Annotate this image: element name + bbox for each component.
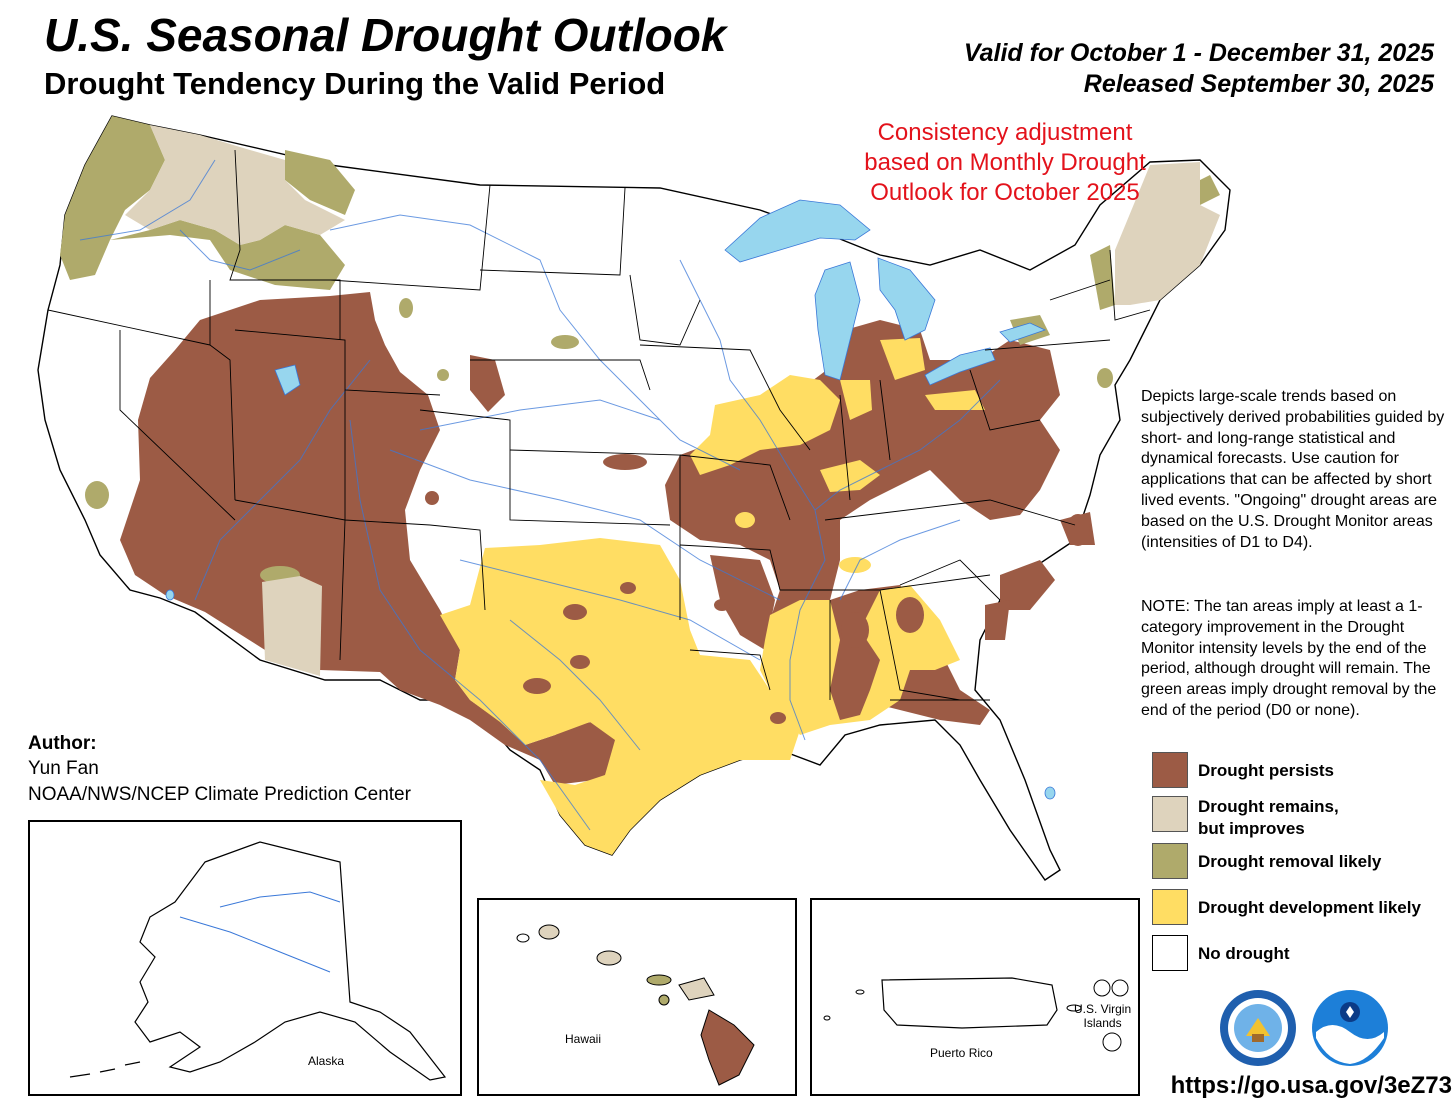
alaska-label: Alaska xyxy=(308,1054,345,1068)
legend-label-removal: Drought removal likely xyxy=(1198,852,1382,871)
legend-label-development: Drought development likely xyxy=(1198,898,1421,917)
alaska-inset: Alaska xyxy=(28,820,462,1096)
virgin-islands-line2: Islands xyxy=(1083,1016,1122,1030)
carolina-persists xyxy=(1000,560,1055,610)
montana-removal xyxy=(285,150,355,215)
valid-period: Valid for October 1 - December 31, 2025 … xyxy=(964,38,1434,100)
texas-rivers xyxy=(509,619,641,751)
consistency-note: Consistency adjustment based on Monthly … xyxy=(864,119,1146,206)
author-label: Author: xyxy=(28,733,97,754)
legend-item-development: Drought development likely xyxy=(1152,889,1452,931)
ohio-river xyxy=(814,379,1001,511)
colorado-river xyxy=(194,359,371,601)
idaho-montana-removal xyxy=(110,220,345,290)
rio-grande xyxy=(349,419,591,831)
legend-swatch-development xyxy=(1152,889,1188,925)
southern-plains-development xyxy=(440,538,800,855)
lake-ontario xyxy=(999,322,1047,343)
noaa-logo-icon xyxy=(1312,990,1388,1066)
puerto-rico-inset: Puerto Rico U.S. Virgin Islands xyxy=(810,898,1140,1096)
hawaii-label: Hawaii xyxy=(565,1032,602,1046)
legend-swatch-no-drought xyxy=(1152,935,1188,971)
new-england-improves xyxy=(1115,162,1220,305)
state-boundaries xyxy=(47,149,1151,701)
author-name: Yun Fan xyxy=(28,758,99,779)
legend-label-improves: Drought remains, but improves xyxy=(1198,796,1339,840)
puerto-rico-shape xyxy=(823,977,1129,1052)
commerce-seal-icon xyxy=(1220,990,1296,1066)
west-persists-region xyxy=(120,292,610,785)
valid-line: Valid for October 1 - December 31, 2025 xyxy=(963,39,1434,67)
legend-item-removal: Drought removal likely xyxy=(1152,843,1452,885)
arkansas-river xyxy=(389,449,781,601)
released-line: Released September 30, 2025 xyxy=(1083,70,1434,98)
legend-item-no-drought: No drought xyxy=(1152,935,1452,977)
legend-swatch-improves xyxy=(1152,796,1188,832)
tennessee-river xyxy=(839,519,961,601)
great-salt-lake xyxy=(274,364,301,396)
texas-persists xyxy=(555,720,620,780)
mississippi-river xyxy=(679,259,826,741)
legend-label-improves-line2: but improves xyxy=(1198,819,1305,838)
legend-label-persists: Drought persists xyxy=(1198,761,1335,780)
lake-erie xyxy=(924,347,996,386)
ohio-development xyxy=(925,390,985,410)
legend-item-improves: Drought remains, but improves xyxy=(1152,796,1452,838)
columbia-river xyxy=(79,159,216,241)
virgin-islands-label: U.S. Virgin Islands xyxy=(1074,1002,1131,1030)
arizona-improves xyxy=(262,576,322,676)
legend-swatch-persists xyxy=(1152,752,1188,788)
northwest-improves xyxy=(125,125,345,245)
lake-michigan xyxy=(814,261,861,381)
virgin-islands-line1: U.S. Virgin xyxy=(1074,1002,1132,1016)
colorado-persists xyxy=(470,355,505,412)
map-subtitle: Drought Tendency During the Valid Period xyxy=(44,66,666,101)
great-lakes xyxy=(165,199,1056,800)
lake-huron xyxy=(877,257,936,341)
red-river xyxy=(459,559,761,661)
michigan-development xyxy=(880,338,925,380)
new-england-removal xyxy=(1090,245,1115,310)
map-title: U.S. Seasonal Drought Outlook xyxy=(44,9,727,61)
lake-superior xyxy=(724,199,871,263)
georgia-persists xyxy=(985,600,1010,640)
hawaii-shape xyxy=(516,924,755,1086)
improves-areas xyxy=(125,125,1220,676)
hawaii-inset: Hawaii xyxy=(477,898,797,1096)
rivers xyxy=(79,159,1001,831)
author-org: NOAA/NWS/NCEP Climate Prediction Center xyxy=(28,784,411,805)
arkansas-persists xyxy=(710,555,775,650)
legend-item-persists: Drought persists xyxy=(1152,752,1452,794)
legend-label-no-drought: No drought xyxy=(1198,944,1290,963)
alaska-shape xyxy=(69,841,447,1081)
puerto-rico-label: Puerto Rico xyxy=(930,1046,993,1060)
description-text: Depicts large-scale trends based on subj… xyxy=(1141,388,1445,551)
platte-river xyxy=(419,399,661,431)
kentucky-development xyxy=(820,460,880,492)
missouri-river xyxy=(329,214,741,471)
snake-river xyxy=(179,229,301,271)
footer-url[interactable]: https://go.usa.gov/3eZ73 xyxy=(1170,1072,1452,1099)
ohio-valley-development xyxy=(690,375,840,475)
legend-swatch-removal xyxy=(1152,843,1188,879)
indiana-development xyxy=(840,380,872,420)
legend-label-improves-line1: Drought remains, xyxy=(1198,797,1339,816)
note-text: NOTE: The tan areas imply at least a 1-c… xyxy=(1141,598,1437,719)
